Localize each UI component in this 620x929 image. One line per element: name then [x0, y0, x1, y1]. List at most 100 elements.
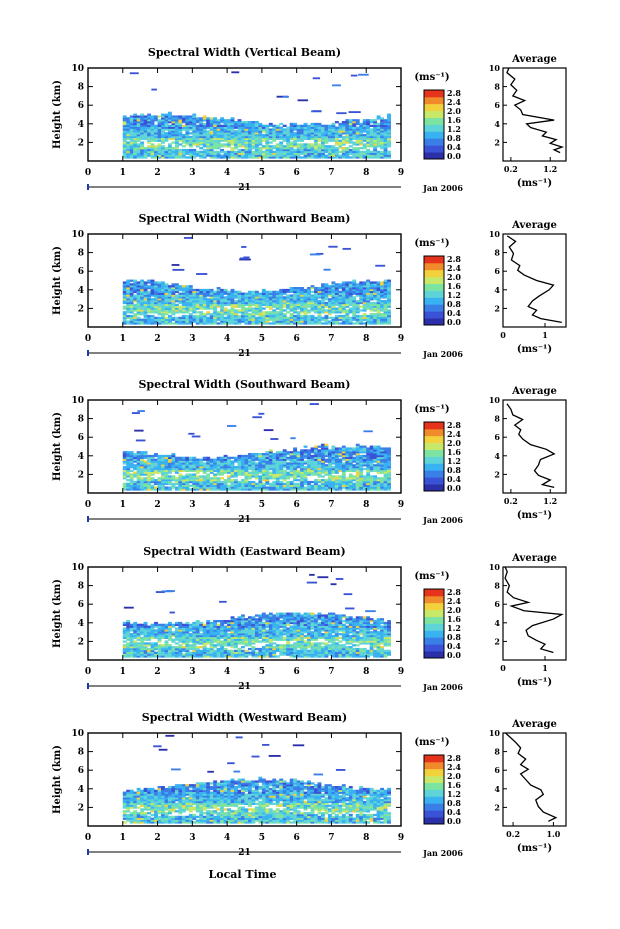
heatmap-cell	[122, 486, 127, 489]
heatmap-cell	[161, 320, 165, 323]
heatmap-cell	[348, 296, 353, 299]
heatmap-cell	[244, 148, 249, 152]
heatmap-cell	[178, 466, 183, 469]
heatmap-cell	[293, 300, 298, 303]
heatmap-cell	[296, 124, 301, 127]
heatmap-cell	[293, 288, 298, 292]
heatmap-cell	[251, 296, 256, 299]
heatmap-cell	[355, 467, 360, 471]
heatmap-cell	[247, 320, 252, 323]
heatmap-cell	[167, 462, 172, 465]
heatmap-cell	[366, 285, 371, 288]
heatmap-cell	[241, 484, 245, 487]
heatmap-cell	[199, 156, 204, 159]
heatmap-cell	[282, 460, 287, 463]
heatmap-cell	[230, 479, 235, 482]
heatmap-cell	[321, 466, 325, 469]
heatmap-cell	[387, 464, 391, 467]
heatmap-cell	[307, 143, 311, 146]
heatmap-cell	[171, 264, 180, 266]
heatmap-cell	[185, 143, 190, 146]
heatmap-cell	[154, 126, 158, 129]
heatmap-cell	[348, 124, 353, 127]
heatmap-cell	[192, 132, 197, 135]
heatmap-cell	[122, 466, 127, 469]
heatmap-cell	[324, 128, 329, 131]
heatmap-cell	[157, 462, 162, 465]
heatmap-cell	[181, 290, 186, 293]
heatmap-cell	[348, 454, 353, 458]
heatmap-cell	[293, 137, 298, 141]
heatmap-cell	[143, 320, 148, 323]
heatmap-cell	[373, 134, 378, 137]
heatmap-cell	[150, 115, 155, 118]
colorbar-cell	[424, 127, 444, 132]
heatmap-cell	[206, 298, 211, 301]
heatmap-cell	[223, 130, 228, 133]
heatmap-cell	[275, 143, 280, 146]
heatmap-cell	[352, 147, 357, 150]
heatmap-cell	[122, 451, 127, 454]
heatmap-cell	[300, 484, 305, 487]
heatmap-cell	[362, 475, 367, 478]
heatmap-cell	[195, 305, 200, 308]
heatmap-cell	[355, 462, 360, 465]
heatmap-cell	[143, 316, 148, 320]
heatmap-cell	[122, 156, 127, 159]
heatmap-cell	[359, 484, 364, 487]
heatmap-cell	[366, 301, 371, 305]
colorbar-cell	[424, 453, 444, 457]
heatmap-cell	[122, 126, 127, 129]
heatmap-cell	[213, 130, 218, 133]
heatmap-cell	[366, 449, 371, 452]
heatmap-cell	[244, 145, 249, 148]
heatmap-cell	[181, 156, 186, 159]
heatmap-cell	[195, 137, 200, 141]
heatmap-cell	[157, 156, 162, 159]
heatmap-cell	[380, 313, 385, 316]
heatmap-cell	[383, 145, 388, 148]
heatmap-cell	[234, 121, 238, 124]
heatmap-cell	[286, 480, 291, 484]
heatmap-cell	[220, 471, 225, 474]
heatmap-cell	[314, 479, 318, 482]
heatmap-cell	[373, 309, 378, 312]
average-title: Average	[511, 220, 557, 231]
heatmap-cell	[268, 454, 273, 458]
heatmap-cell	[122, 292, 127, 295]
heatmap-cell	[293, 296, 298, 299]
heatmap-cell	[272, 294, 277, 297]
heatmap-cell	[230, 294, 235, 297]
heatmap-cell	[348, 486, 353, 489]
colorbar-cell	[424, 121, 444, 125]
heatmap-cell	[216, 473, 221, 476]
heatmap-cell	[234, 124, 238, 127]
heatmap-cell	[220, 464, 225, 467]
heatmap-cell	[171, 638, 176, 641]
heatmap-cell	[129, 311, 134, 314]
heatmap-cell	[324, 443, 329, 446]
heatmap-cell	[126, 152, 131, 155]
heatmap-cell	[314, 137, 318, 141]
heatmap-cell	[247, 486, 252, 489]
heatmap-cell	[129, 456, 134, 459]
heatmap-cell	[369, 292, 374, 295]
heatmap-cell	[327, 152, 332, 155]
heatmap-cell	[383, 454, 388, 458]
colorbar-cell	[424, 304, 444, 309]
heatmap-cell	[140, 640, 145, 643]
heatmap-cell	[143, 647, 148, 651]
heatmap-cell	[185, 122, 190, 126]
heatmap-cell	[185, 124, 190, 127]
heatmap-cell	[136, 139, 141, 142]
heatmap-cell	[307, 460, 311, 463]
heatmap-cell	[376, 313, 381, 316]
heatmap-cell	[258, 150, 263, 154]
heatmap-cell	[317, 292, 322, 295]
heatmap-cell	[213, 154, 218, 157]
heatmap-cell	[174, 320, 179, 323]
heatmap-cell	[174, 480, 179, 484]
heatmap-cell	[126, 482, 131, 486]
heatmap-cell	[147, 471, 151, 474]
heatmap-cell	[286, 141, 291, 144]
